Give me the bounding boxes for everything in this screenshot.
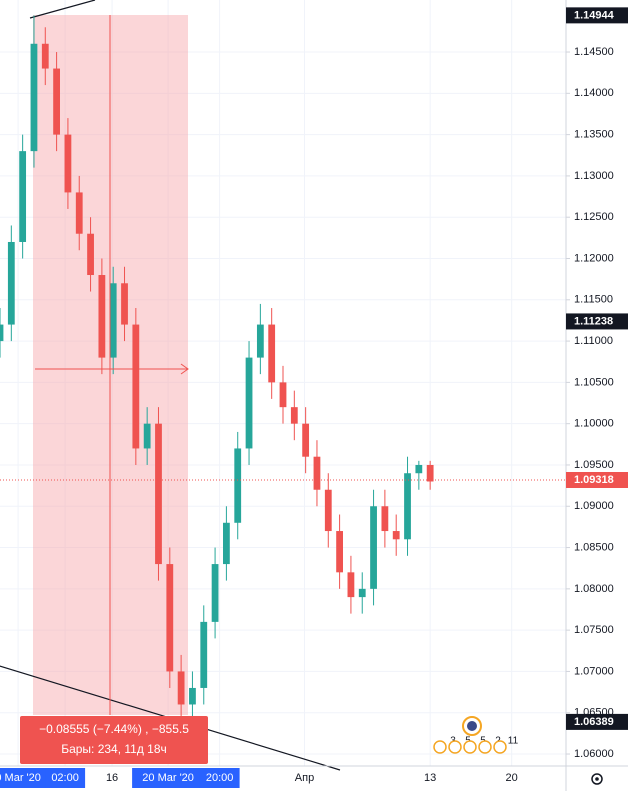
y-tick-label: 1.10000 — [574, 418, 614, 430]
x-tick-label: 13 — [424, 772, 436, 784]
event-marker — [478, 740, 492, 754]
price-tag — [566, 7, 628, 24]
candle-body — [392, 531, 400, 540]
candle-body — [87, 233, 94, 276]
event-icon-inner — [467, 721, 477, 731]
measure-arrow — [180, 363, 189, 375]
candle-body — [313, 456, 321, 490]
measure-bars: Бары: 234, 11д 18ч — [61, 742, 167, 756]
candle-body — [404, 473, 411, 540]
candle-body — [64, 134, 72, 193]
y-tick-label: 1.12000 — [574, 252, 614, 264]
y-tick-label: 1.08500 — [574, 541, 614, 553]
event-marker — [448, 740, 462, 754]
y-tick-label: 1.08000 — [574, 583, 614, 595]
x-tick-highlight — [132, 768, 205, 788]
y-tick-label: 1.07000 — [574, 665, 614, 677]
x-tick-label: 02:00 — [51, 772, 79, 784]
x-tick-label: 20 Mar '20 — [142, 772, 194, 784]
candle-body — [358, 588, 366, 598]
candle-body — [268, 324, 276, 383]
candle-body — [109, 283, 117, 358]
candle-body — [41, 43, 49, 69]
x-tick-label: 0 Mar '20 — [0, 772, 41, 784]
candle-body — [381, 506, 389, 532]
candle-body — [370, 506, 377, 589]
candle-body — [7, 241, 15, 325]
candle-body — [279, 382, 287, 408]
events: 355211 — [433, 736, 519, 754]
candle-body — [336, 531, 343, 573]
candle-body — [143, 423, 151, 449]
event-count: 11 — [508, 736, 519, 747]
y-tick-label: 1.09500 — [574, 459, 614, 471]
candles — [0, 15, 434, 722]
candle-body — [189, 687, 196, 705]
x-tick-label: Апр — [295, 772, 314, 784]
y-tick-label: 1.06000 — [574, 748, 614, 760]
price-tag — [566, 313, 628, 330]
candle-body — [347, 572, 355, 598]
gear[interactable] — [591, 773, 603, 785]
candle-body — [30, 43, 38, 152]
y-tick-label: 1.11000 — [574, 335, 613, 347]
y-tick-label: 1.14000 — [574, 87, 614, 99]
candle-body — [166, 564, 174, 672]
x-tick-highlight — [0, 768, 51, 788]
trend-line — [0, 665, 341, 771]
event-marker — [493, 740, 507, 754]
y-tick-label: 1.11500 — [574, 294, 613, 306]
candle-body — [290, 407, 298, 424]
candle-body — [0, 324, 4, 342]
candle-body — [177, 671, 185, 705]
candle-body — [415, 464, 423, 474]
candle-body — [234, 448, 242, 523]
candle-body — [302, 423, 310, 457]
candle-body — [256, 324, 264, 358]
candle-body — [155, 423, 162, 565]
price-tag-label: 1.14944 — [574, 9, 615, 21]
candle-body — [53, 68, 60, 135]
candle-body — [426, 464, 434, 482]
y-tick-label: 1.07500 — [574, 624, 614, 636]
price-tag — [566, 471, 628, 488]
candle-body — [121, 283, 128, 325]
price-tag-label: 1.09318 — [574, 474, 614, 486]
price-tag — [566, 713, 628, 730]
measure-box — [20, 716, 208, 764]
settings-icon[interactable] — [591, 773, 603, 785]
x-tick-label: 16 — [106, 772, 118, 784]
price-tag-label: 1.11238 — [574, 315, 613, 327]
x-tick-highlight — [45, 768, 86, 788]
candle-body — [19, 151, 27, 242]
y-tick-label: 1.13000 — [574, 170, 614, 182]
price-tag-label: 1.06389 — [574, 716, 614, 728]
axes: 1.060001.065001.070001.075001.080001.085… — [0, 7, 628, 788]
y-tick-label: 1.14500 — [574, 46, 614, 58]
y-tick-label: 1.13500 — [574, 129, 614, 141]
candle-body — [324, 489, 332, 532]
event-marker — [463, 740, 477, 754]
y-tick-label: 1.09000 — [574, 500, 614, 512]
event-marker — [433, 740, 447, 754]
x-tick-label: 20 — [506, 772, 518, 784]
candle-body — [211, 564, 219, 622]
candle-body — [132, 324, 140, 449]
candle-body — [75, 192, 83, 234]
x-tick-label: 20:00 — [206, 772, 234, 784]
candle-body — [223, 522, 230, 565]
trend-line — [29, 0, 96, 19]
candle-body — [245, 357, 253, 449]
x-tick-highlight — [199, 768, 240, 788]
y-tick-label: 1.12500 — [574, 211, 614, 223]
measure-change: −0.08555 (−7.44%) , −855.5 — [39, 722, 189, 736]
candle-body — [98, 275, 106, 358]
candle-body — [200, 621, 208, 688]
gear-center — [595, 777, 599, 781]
y-tick-label: 1.10500 — [574, 376, 614, 388]
